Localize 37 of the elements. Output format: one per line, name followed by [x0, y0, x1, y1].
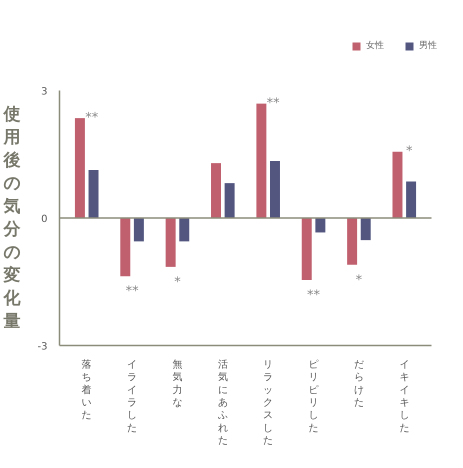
annotation: **: [307, 288, 321, 304]
x-tick-label: 活気にあふれた: [216, 358, 228, 446]
x-tick-label: イライラした: [127, 360, 138, 434]
bar: [315, 218, 326, 232]
x-tick-label: だらけた: [354, 360, 364, 408]
x-tick-label: ピリピリした: [308, 360, 319, 434]
x-tick-label: リラックスした: [263, 360, 274, 446]
bar: [134, 218, 144, 242]
bar: [179, 218, 190, 242]
bar: [74, 118, 85, 218]
annotation: **: [266, 96, 280, 112]
bar: [166, 218, 176, 267]
bar: [270, 161, 280, 218]
bar: [392, 152, 402, 218]
bar: [211, 163, 221, 218]
bar: [360, 218, 371, 240]
bar: [224, 183, 235, 218]
bar: [256, 104, 266, 218]
bar: [120, 218, 130, 276]
text: 使用後の気分の変化量: [4, 104, 21, 332]
legend-label: 男性: [419, 40, 438, 52]
annotation: *: [406, 144, 414, 160]
bar: [302, 218, 312, 280]
x-tick-label: 無気力な: [172, 358, 182, 408]
bar: [406, 181, 416, 218]
y-tick-label: -3: [38, 342, 48, 352]
annotation: **: [85, 110, 99, 126]
annotation: *: [174, 274, 182, 290]
bar: [88, 170, 99, 218]
legend-label: 女性: [366, 40, 385, 52]
y-tick-label: 0: [41, 214, 48, 225]
x-tick-label: イキイキした: [399, 360, 410, 434]
bar: [347, 218, 358, 265]
annotation: *: [356, 272, 363, 288]
annotation: **: [126, 284, 140, 300]
x-tick-label: 落ち着いた: [82, 358, 92, 422]
y-tick-label: 3: [41, 86, 48, 98]
